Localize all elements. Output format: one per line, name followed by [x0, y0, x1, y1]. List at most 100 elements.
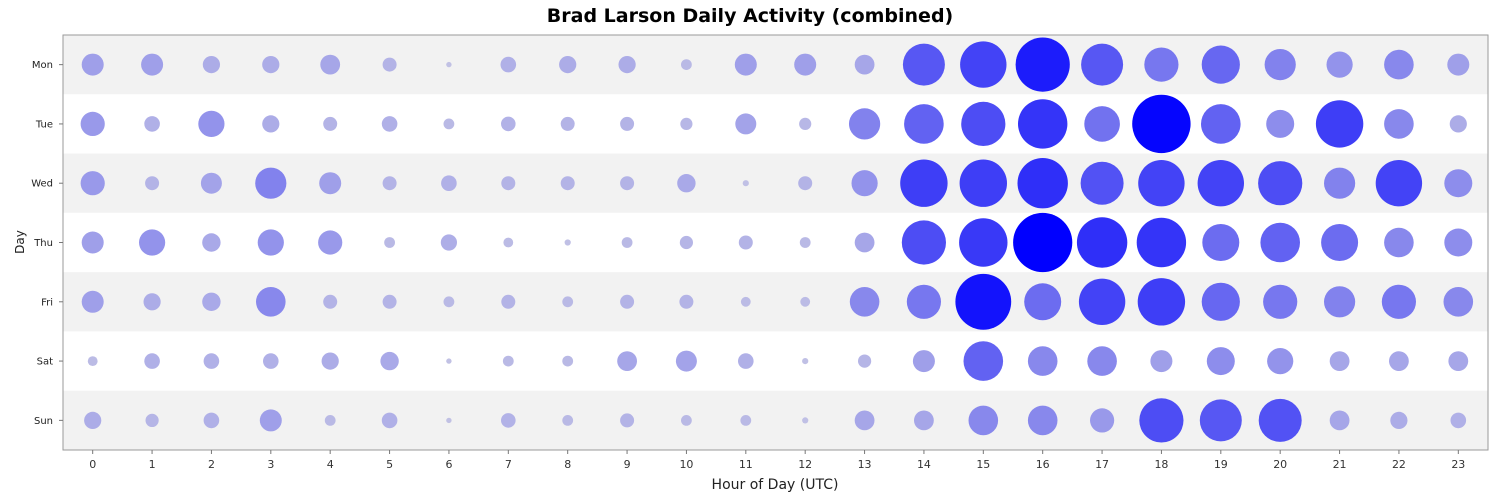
- bubble-tue-10: [680, 117, 693, 130]
- bubble-sat-6: [446, 358, 452, 364]
- bubble-mon-1: [141, 53, 164, 76]
- bubble-wed-12: [798, 176, 813, 191]
- bubble-thu-0: [81, 231, 104, 254]
- x-tick-label: 21: [1333, 458, 1347, 471]
- bubble-tue-2: [198, 110, 225, 137]
- bubble-fri-3: [255, 287, 286, 317]
- bubble-fri-16: [1024, 283, 1062, 321]
- bubble-mon-15: [960, 41, 1007, 88]
- bubble-thu-5: [384, 237, 395, 248]
- bubble-thu-1: [139, 229, 166, 256]
- bubble-mon-0: [81, 53, 104, 76]
- bubble-sat-13: [858, 354, 872, 368]
- bubble-thu-23: [1444, 228, 1473, 257]
- bubble-sat-8: [562, 355, 574, 367]
- bubble-sat-22: [1389, 351, 1409, 371]
- bubble-wed-7: [501, 176, 516, 191]
- bubble-tue-23: [1449, 115, 1467, 133]
- bubble-fri-20: [1263, 284, 1298, 319]
- bubble-thu-8: [564, 239, 571, 246]
- bubble-mon-5: [382, 57, 397, 72]
- bubble-mon-16: [1015, 37, 1070, 92]
- bubble-fri-17: [1078, 278, 1126, 325]
- bubble-sun-5: [381, 412, 398, 429]
- x-tick-label: 10: [679, 458, 693, 471]
- bubble-fri-18: [1137, 278, 1186, 326]
- y-tick-label: Sun: [34, 416, 53, 427]
- bubble-sat-17: [1087, 346, 1117, 376]
- bubble-fri-22: [1381, 284, 1416, 319]
- bubble-sat-10: [675, 350, 697, 372]
- row-bands: [63, 35, 1488, 450]
- row-band: [63, 272, 1488, 332]
- bubble-wed-8: [560, 176, 575, 191]
- bubble-tue-14: [904, 104, 944, 144]
- y-tick-label: Sat: [37, 357, 53, 368]
- bubble-thu-20: [1260, 222, 1300, 263]
- bubble-tue-17: [1084, 106, 1120, 142]
- bubble-wed-13: [851, 170, 878, 197]
- bubble-fri-14: [906, 284, 942, 319]
- bubble-thu-11: [738, 235, 753, 250]
- bubble-wed-3: [255, 167, 287, 199]
- bubble-sat-19: [1206, 347, 1235, 376]
- bubble-sat-9: [617, 351, 637, 371]
- y-tick-label: Fri: [41, 297, 53, 308]
- row-band: [63, 94, 1488, 154]
- bubble-wed-17: [1080, 161, 1124, 205]
- bubble-thu-17: [1076, 217, 1128, 268]
- x-tick-label: 20: [1273, 458, 1287, 471]
- bubble-tue-20: [1266, 109, 1295, 138]
- bubble-sun-7: [501, 413, 516, 428]
- bubble-tue-18: [1132, 94, 1191, 154]
- x-ticks: 0 1 2 3 4 5 6 7 8 9 10 11 12 13 14 15 16 17 18 19 20 21 22 23: [89, 450, 1465, 471]
- bubble-sat-16: [1027, 346, 1058, 376]
- bubble-fri-11: [740, 296, 751, 307]
- bubble-sun-0: [84, 411, 102, 429]
- x-tick-label: 22: [1392, 458, 1406, 471]
- bubble-tue-21: [1315, 100, 1364, 148]
- bubble-mon-14: [902, 43, 945, 86]
- bubble-tue-4: [323, 116, 338, 131]
- bubble-sat-15: [963, 341, 1004, 381]
- x-tick-label: 15: [976, 458, 990, 471]
- bubble-wed-15: [959, 159, 1007, 207]
- bubble-tue-16: [1017, 99, 1068, 149]
- x-tick-label: 16: [1036, 458, 1050, 471]
- bubble-tue-0: [80, 111, 105, 136]
- bubble-sun-23: [1450, 412, 1467, 429]
- row-band: [63, 331, 1488, 391]
- bubble-wed-16: [1017, 158, 1068, 209]
- bubble-fri-15: [955, 273, 1012, 330]
- bubble-sun-18: [1139, 398, 1184, 443]
- bubble-mon-3: [262, 56, 280, 74]
- x-tick-label: 13: [858, 458, 872, 471]
- bubble-thu-14: [901, 220, 947, 265]
- bubble-sun-13: [854, 410, 875, 431]
- bubble-mon-19: [1201, 45, 1240, 84]
- bubble-sun-10: [681, 415, 692, 426]
- x-tick-label: 3: [267, 458, 274, 471]
- bubble-sun-21: [1329, 410, 1350, 431]
- row-band: [63, 390, 1488, 450]
- bubble-sun-19: [1199, 399, 1242, 442]
- bubble-sun-22: [1390, 411, 1408, 429]
- bubble-sun-4: [324, 415, 336, 426]
- x-tick-label: 6: [445, 458, 452, 471]
- bubble-thu-9: [621, 237, 633, 248]
- bubble-mon-9: [618, 56, 636, 74]
- bubble-sat-18: [1150, 350, 1173, 373]
- bubble-sat-23: [1448, 351, 1469, 371]
- bubble-wed-18: [1138, 160, 1185, 207]
- x-tick-label: 5: [386, 458, 393, 471]
- y-axis-label: Day: [13, 230, 27, 254]
- bubble-sat-2: [203, 353, 220, 369]
- bubble-thu-21: [1321, 224, 1359, 261]
- bubble-mon-4: [320, 54, 341, 75]
- bubble-fri-4: [323, 294, 338, 309]
- row-band: [63, 212, 1488, 273]
- bubble-mon-21: [1326, 51, 1353, 78]
- bubble-fri-0: [81, 290, 104, 313]
- bubble-mon-11: [734, 53, 757, 76]
- x-tick-label: 18: [1154, 458, 1168, 471]
